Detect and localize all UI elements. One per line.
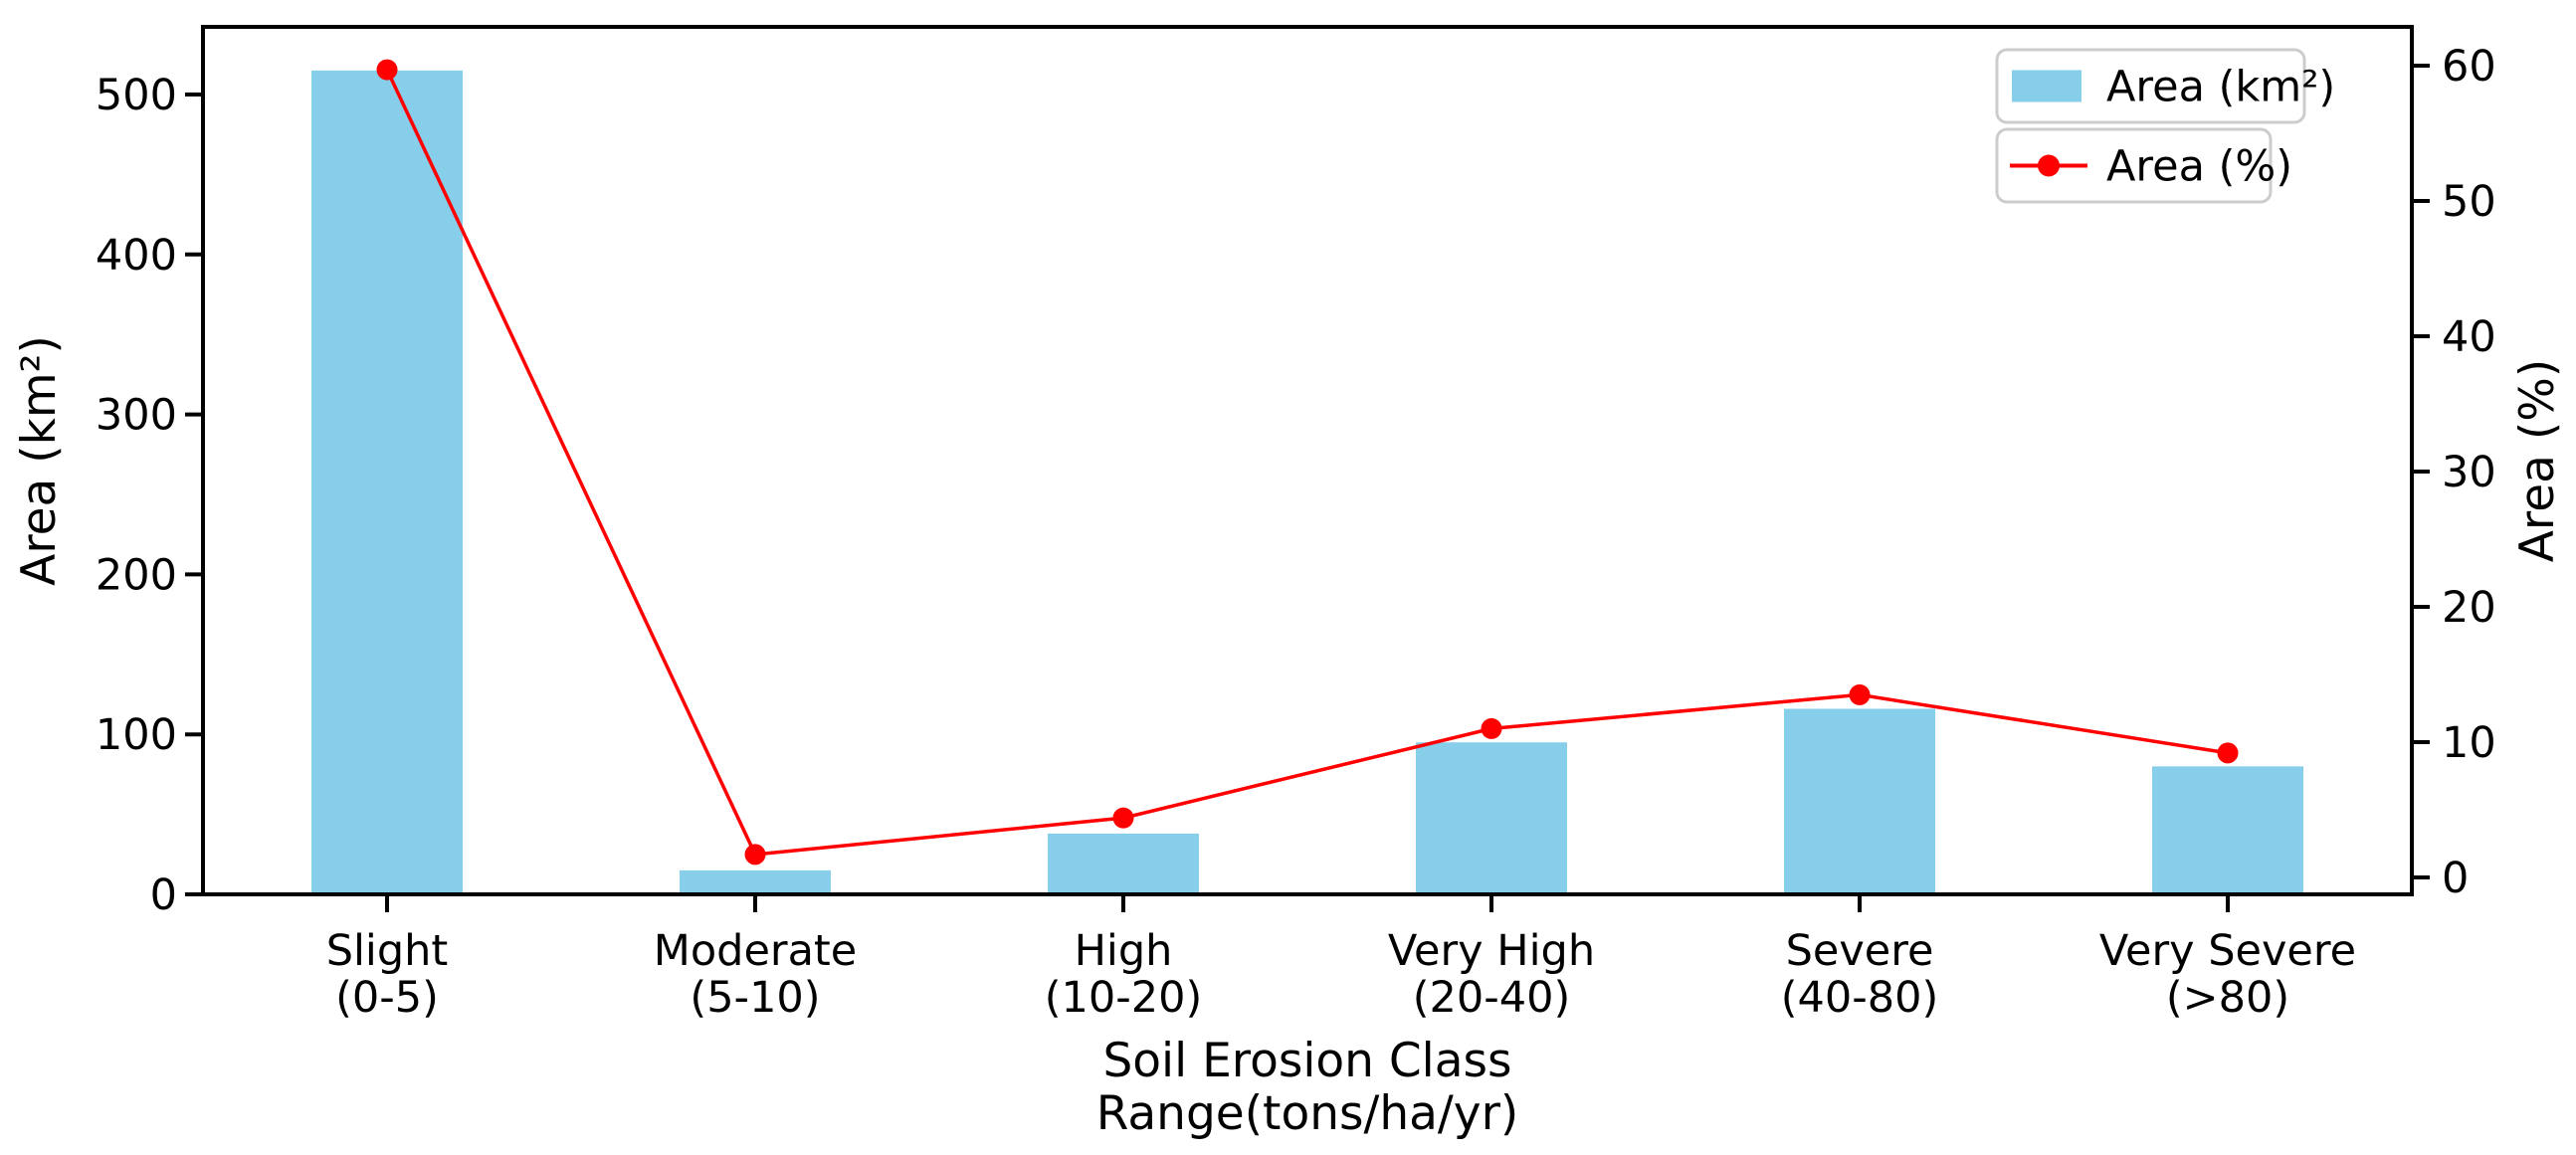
legend-entry-area-pct: Area (%) xyxy=(1995,127,2292,204)
bar-moderate xyxy=(680,869,831,894)
left-tick-label: 400 xyxy=(96,231,177,281)
data-point-slight xyxy=(376,59,398,81)
category-label-range: (5-10) xyxy=(690,973,820,1023)
right-tick-label: 60 xyxy=(2442,42,2496,92)
category-label-class: Slight xyxy=(326,926,449,976)
legend-label-area-km2: Area (km²) xyxy=(2106,63,2335,112)
category-label-range: (0-5) xyxy=(335,973,439,1023)
bar-very-high xyxy=(1416,742,1567,894)
bars-group xyxy=(311,70,2303,894)
category-label-class: Moderate xyxy=(654,926,858,976)
y-axis-label-left: Area (km²) xyxy=(12,335,67,586)
x-axis-label-line2: Range(tons/ha/yr) xyxy=(1096,1086,1519,1141)
left-tick-label: 500 xyxy=(96,71,177,120)
category-label-class: High xyxy=(1075,926,1173,976)
left-tick-label: 300 xyxy=(96,391,177,441)
y-axis-label-right: Area (%) xyxy=(2510,359,2565,562)
data-point-very-severe xyxy=(2217,742,2239,764)
area-percent-line xyxy=(385,69,2229,857)
right-tick-label: 50 xyxy=(2442,177,2496,227)
axes-ticks-group: 0 100 200 300 400 500 0 10 20 30 40 50 60 Slight(0-5)… xyxy=(96,42,2496,1023)
category-label-class: Very High xyxy=(1388,926,1595,976)
right-tick-label: 10 xyxy=(2442,718,2496,768)
data-point-moderate xyxy=(744,844,766,866)
legend: Area (km²) Area (%) xyxy=(1995,48,2335,204)
left-tick-label: 200 xyxy=(96,550,177,600)
legend-label-area-pct: Area (%) xyxy=(2106,142,2292,192)
data-point-severe xyxy=(1849,683,1871,705)
right-tick-label: 30 xyxy=(2442,448,2496,497)
category-label-class: Severe xyxy=(1786,926,1934,976)
bar-very-severe xyxy=(2152,766,2303,894)
legend-box-area-km2 xyxy=(1995,48,2306,124)
bar-severe xyxy=(1784,708,1935,894)
category-label-range: (>80) xyxy=(2166,973,2289,1023)
left-tick-label: 0 xyxy=(150,870,177,920)
category-label-range: (10-20) xyxy=(1045,973,1203,1023)
legend-box-area-pct xyxy=(1995,127,2273,204)
legend-marker-dot-icon xyxy=(2038,154,2060,177)
right-tick-label: 40 xyxy=(2442,312,2496,362)
bar-high xyxy=(1048,833,1199,894)
category-label-class: Very Severe xyxy=(2099,926,2356,976)
left-tick-label: 100 xyxy=(96,710,177,760)
right-tick-label: 20 xyxy=(2442,583,2496,633)
bar-slight xyxy=(311,70,463,894)
category-label-range: (40-80) xyxy=(1781,973,1939,1023)
category-label-range: (20-40) xyxy=(1413,973,1571,1023)
plot-frame xyxy=(201,25,2414,896)
data-point-very-high xyxy=(1481,717,1502,739)
right-tick-label: 0 xyxy=(2442,854,2469,903)
legend-entry-area-km2: Area (km²) xyxy=(1995,48,2335,124)
data-point-high xyxy=(1112,807,1134,829)
legend-swatch-area-km2 xyxy=(2012,70,2081,102)
percent-line-group xyxy=(376,59,2239,866)
x-axis-label-line1: Soil Erosion Class xyxy=(1102,1034,1511,1088)
